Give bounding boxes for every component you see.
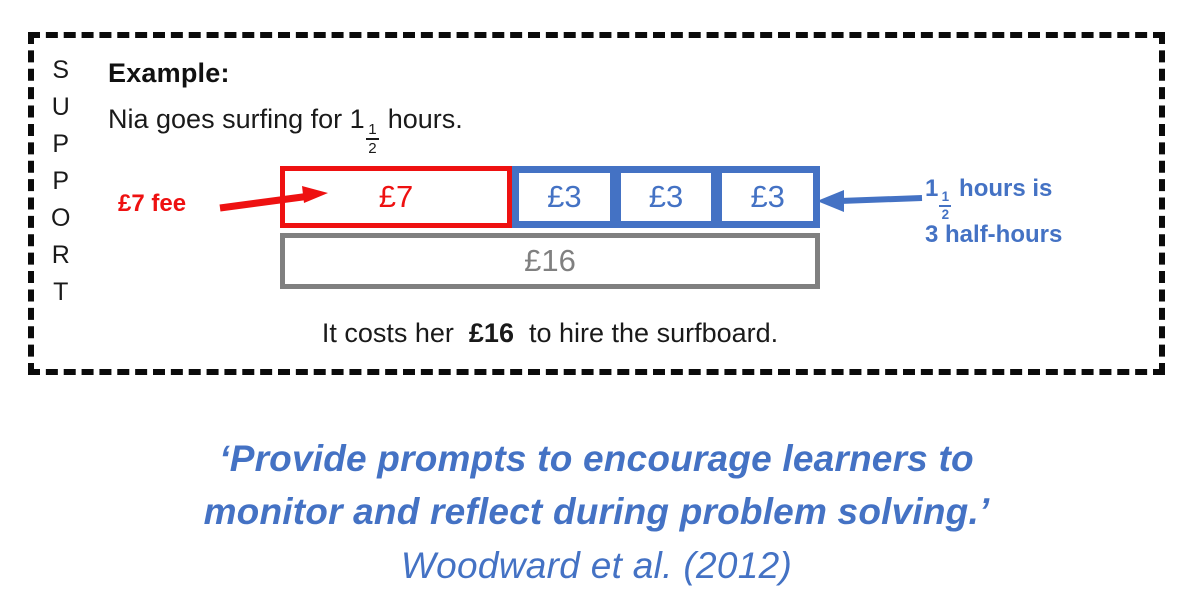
mixed-number-whole: 1 (349, 104, 365, 134)
problem-statement: Nia goes surfing for 1 1 2 hours. (108, 104, 463, 156)
support-letter-s: S (52, 56, 70, 84)
bar-model-total: £16 (280, 233, 820, 289)
bar-segment-half-hour-2: £3 (617, 170, 715, 224)
support-letter-p1: P (52, 130, 70, 158)
half-hours-fraction-numerator: 1 (941, 189, 950, 205)
half-hours-callout-arrow-icon (817, 190, 923, 212)
half-hours-fraction-denominator: 2 (941, 206, 950, 222)
half-hours-whole: 1 (925, 175, 939, 202)
half-hours-note-line-1: 1 1 2 hours is (925, 170, 1062, 221)
support-letter-o: O (51, 204, 71, 232)
fraction-bar (365, 138, 380, 141)
support-letter-p2: P (52, 167, 70, 195)
mixed-number-fraction: 1 2 (365, 120, 380, 158)
fee-callout-arrow-icon (219, 186, 328, 212)
quotation-line-2: monitor and reflect during problem solvi… (203, 491, 990, 532)
bar-segment-half-hour-1: £3 (516, 170, 613, 224)
support-vertical-label: S U P P O R T (44, 52, 78, 311)
bar-segment-half-hour-group: £3 £3 £3 (512, 166, 820, 228)
conclusion-text-before: It costs her (321, 318, 454, 348)
conclusion-amount: £16 (468, 318, 514, 348)
quotation-block: ‘Provide prompts to encourage learners t… (0, 432, 1193, 594)
support-letter-t: T (53, 278, 69, 306)
problem-text-after: hours. (387, 104, 463, 134)
bar-segment-fee: £7 (280, 166, 512, 228)
quotation-line-1: ‘Provide prompts to encourage learners t… (219, 438, 974, 479)
half-hours-note-line-2: 3 half-hours (925, 220, 1063, 248)
support-letter-u: U (51, 93, 71, 121)
example-heading: Example: (108, 58, 230, 88)
support-panel (28, 32, 1165, 375)
fraction-denominator: 2 (368, 140, 377, 158)
conclusion-text-after: to hire the surfboard. (529, 318, 779, 348)
fraction-numerator: 1 (368, 120, 377, 138)
half-hours-fraction-bar (939, 204, 952, 207)
conclusion-sentence: It costs her £16 to hire the surfboard. (280, 318, 820, 349)
problem-text-before: Nia goes surfing for (108, 104, 343, 134)
support-letter-r: R (51, 241, 71, 269)
half-hours-line1-text: hours is (959, 175, 1053, 202)
bar-segment-half-hour-3: £3 (719, 170, 817, 224)
fee-callout-label: £7 fee (118, 190, 187, 217)
quotation-citation: Woodward et al. (2012) (400, 545, 793, 586)
half-hours-callout-note: 1 1 2 hours is 3 half-hours (925, 170, 1062, 254)
bar-model-top-row: £7 £3 £3 £3 (280, 166, 820, 228)
half-hours-fraction: 1 2 (939, 189, 952, 222)
